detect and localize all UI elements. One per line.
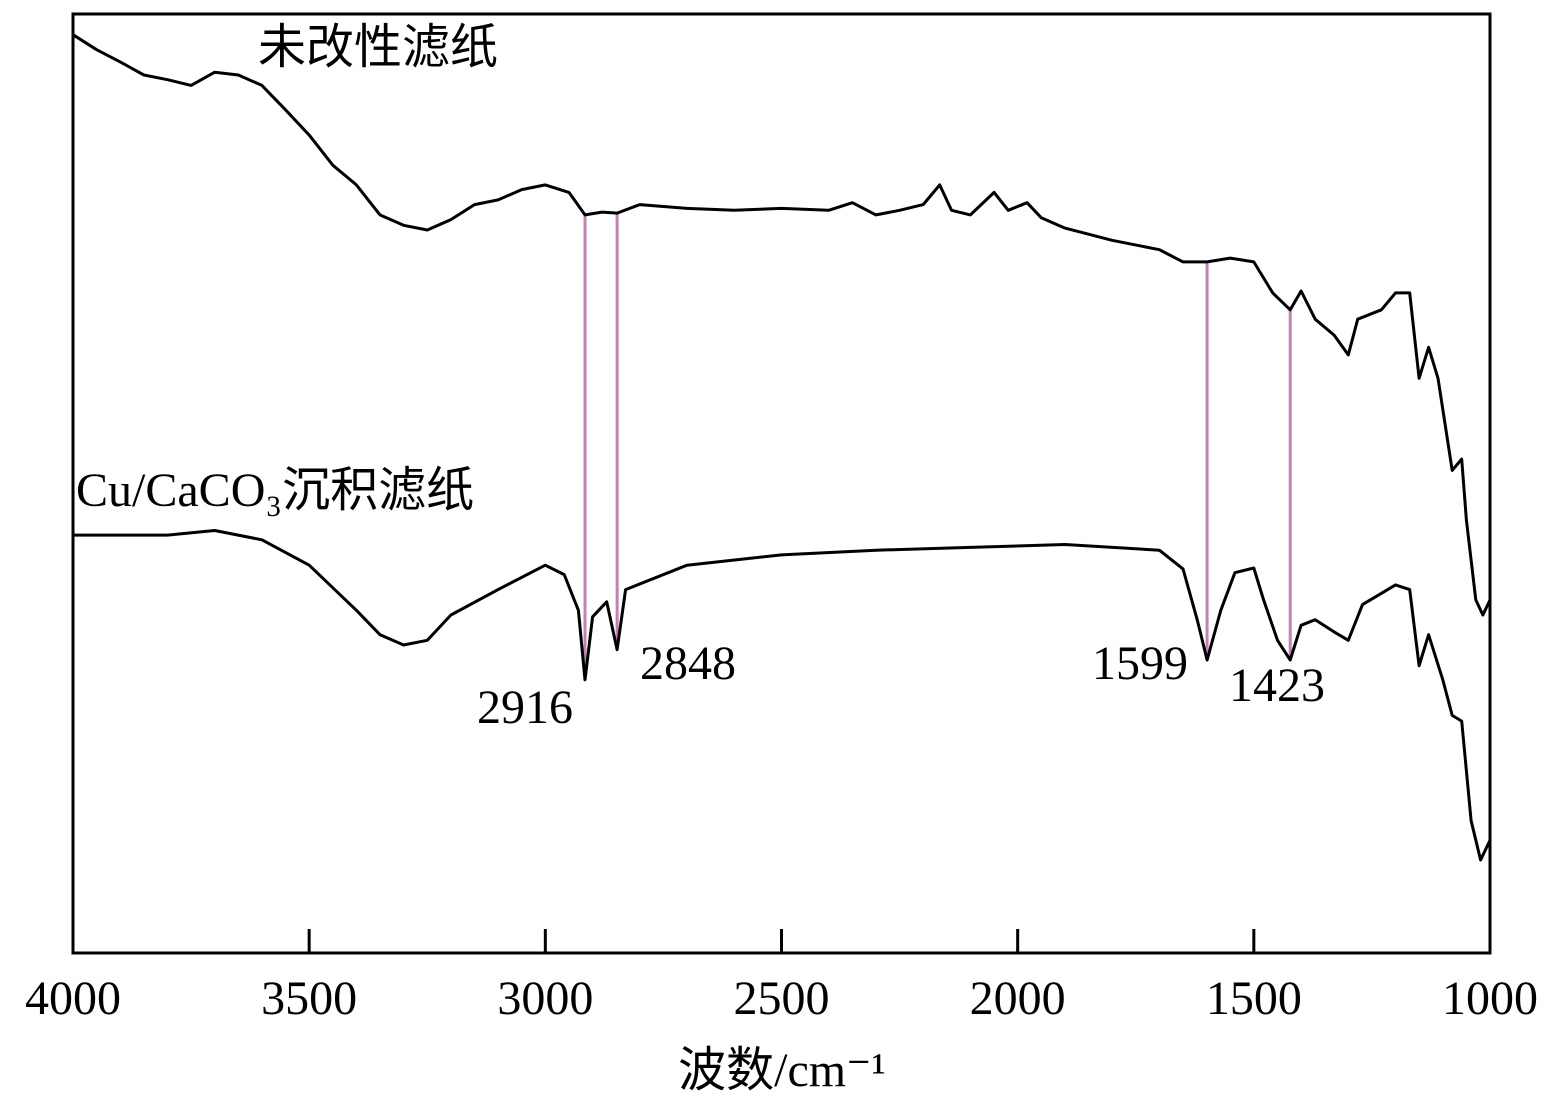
spectrum-line [72, 33, 1492, 617]
series-label: Cu/CaCO₃沉积滤纸 [76, 464, 474, 517]
spectrum-line [73, 529, 1492, 862]
x-tick-label: 4000 [25, 972, 121, 1025]
x-tick-label: 2000 [970, 972, 1066, 1025]
peak-label: 1423 [1229, 659, 1325, 712]
x-tick-label: 2500 [734, 972, 830, 1025]
peak-label: 2916 [477, 681, 573, 734]
peak-label: 1599 [1092, 637, 1188, 690]
peak-label: 2848 [640, 637, 736, 690]
x-tick-label: 3000 [497, 972, 593, 1025]
x-tick-label: 1000 [1442, 972, 1538, 1025]
x-tick-label: 1500 [1206, 972, 1302, 1025]
x-axis-label: 波数/cm⁻¹ [678, 1044, 886, 1097]
x-tick-label: 3500 [261, 972, 357, 1025]
series-label: 未改性滤纸 [258, 21, 498, 74]
